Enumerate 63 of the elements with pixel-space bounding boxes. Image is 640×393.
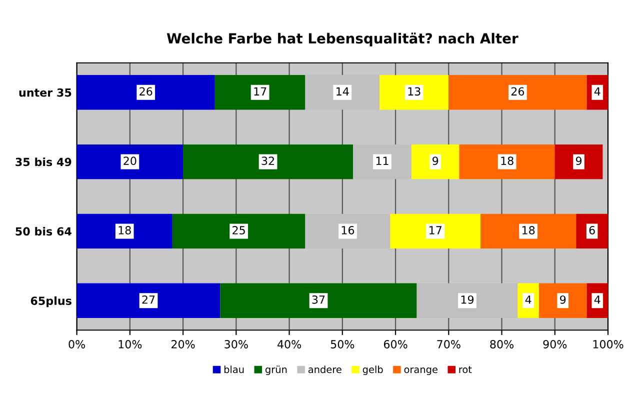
data-label: 19 xyxy=(461,295,474,304)
x-tick-label: 60% xyxy=(384,340,408,348)
bar xyxy=(459,144,555,180)
x-tick-label: 80% xyxy=(490,340,514,348)
data-label: 14 xyxy=(336,87,349,96)
x-tick-label: 10% xyxy=(118,340,142,348)
y-tick-label: 50 bis 64 xyxy=(16,226,72,236)
data-label: 37 xyxy=(312,295,325,304)
data-label: 4 xyxy=(525,296,532,304)
y-tick-label: unter 35 xyxy=(19,88,72,97)
bar xyxy=(183,144,354,180)
data-label: 26 xyxy=(140,87,152,96)
x-tick-label: 30% xyxy=(224,340,248,348)
x-tick-label: 50% xyxy=(330,340,354,348)
bar xyxy=(172,214,306,249)
data-label: 9 xyxy=(576,156,582,166)
legend-label: blau xyxy=(224,366,244,374)
data-label: 27 xyxy=(142,295,155,304)
bar xyxy=(305,214,390,249)
data-label: 32 xyxy=(262,156,274,166)
bar xyxy=(76,75,215,110)
x-tick-label: 70% xyxy=(437,340,460,348)
data-label: 17 xyxy=(430,226,442,234)
data-label: 18 xyxy=(522,226,535,234)
y-tick-label: 65plus xyxy=(30,296,72,308)
legend-label: rot xyxy=(459,366,472,374)
data-label: 9 xyxy=(432,156,438,166)
x-tick-label: 100% xyxy=(593,340,624,348)
data-label: 4 xyxy=(594,296,600,304)
x-tick-label: 40% xyxy=(277,340,302,348)
data-label: 20 xyxy=(124,156,136,166)
bar xyxy=(214,75,306,110)
data-label: 25 xyxy=(232,226,245,234)
x-tick-label: 90% xyxy=(543,340,567,348)
legend-label: orange xyxy=(404,368,438,376)
bar xyxy=(390,214,481,249)
bar xyxy=(480,214,576,249)
x-tick-label: 0% xyxy=(68,340,85,348)
bar xyxy=(416,283,518,318)
data-label: 6 xyxy=(589,226,595,234)
data-label: 17 xyxy=(254,87,266,96)
y-tick-label: 35 bis 49 xyxy=(16,158,72,166)
legend-label: gelb xyxy=(362,366,383,376)
data-label: 9 xyxy=(560,295,566,304)
data-label: 26 xyxy=(511,87,524,96)
data-label: 16 xyxy=(342,226,354,234)
x-tick-label: 20% xyxy=(172,340,195,348)
bar xyxy=(411,144,460,180)
legend-label: andere xyxy=(308,366,342,374)
bar xyxy=(76,283,220,318)
bar xyxy=(220,283,417,318)
data-label: 11 xyxy=(376,156,388,165)
bar xyxy=(448,75,587,110)
data-label: 4 xyxy=(594,87,600,96)
data-label: 13 xyxy=(408,87,420,96)
legend-label: grün xyxy=(266,366,287,376)
bar xyxy=(305,75,380,110)
bar xyxy=(76,144,184,180)
bar xyxy=(76,214,172,249)
data-label: 18 xyxy=(118,226,131,234)
data-label: 18 xyxy=(501,156,514,166)
chart-title: Welche Farbe hat Lebensqualität? nach Alter xyxy=(166,32,518,46)
bar xyxy=(554,144,603,180)
